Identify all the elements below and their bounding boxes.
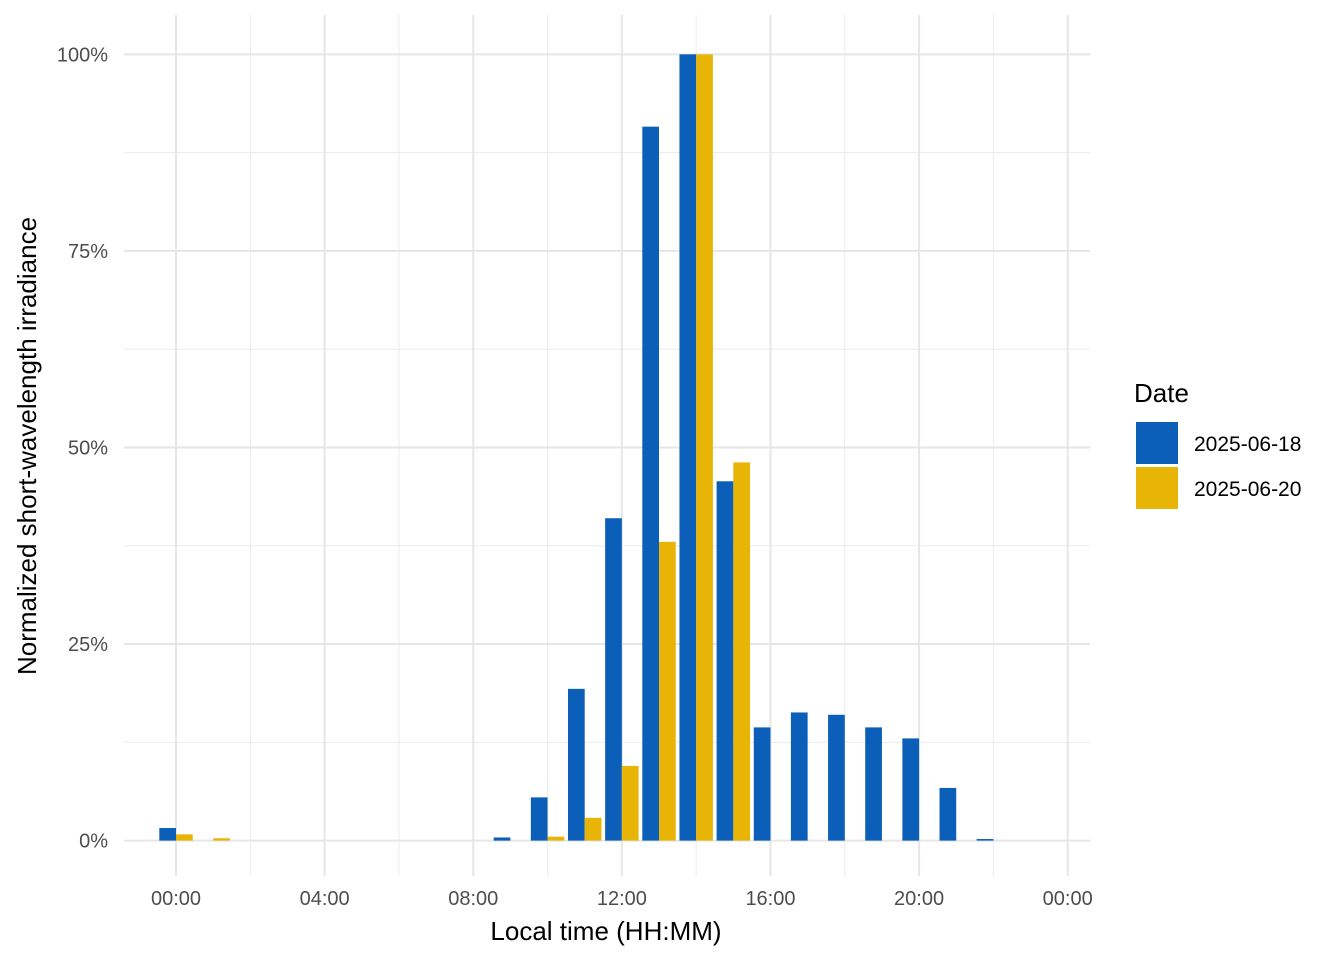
bar-2025-06-18-15 (716, 481, 734, 841)
x-tick-label: 00:00 (1043, 888, 1093, 910)
bar-2025-06-18-21 (939, 787, 957, 841)
x-tick-label: 12:00 (597, 888, 647, 910)
legend-label-2025-06-18: 2025-06-18 (1194, 433, 1301, 456)
bar-2025-06-20-0 (176, 834, 193, 841)
legend-key-2025-06-18 (1136, 422, 1178, 464)
legend: Date 2025-06-18 2025-06-20 (1134, 378, 1301, 509)
y-tick-label: 50% (68, 437, 108, 459)
bar-2025-06-20-14 (696, 54, 713, 841)
bar-2025-06-18-16 (753, 727, 771, 841)
y-axis-ticks: 0% 25% 50% 75% 100% (57, 44, 108, 852)
bar-2025-06-20-15 (733, 462, 751, 841)
y-tick-label: 0% (79, 831, 108, 853)
y-tick-label: 100% (57, 44, 108, 66)
x-tick-label: 00:00 (151, 888, 201, 910)
legend-key-2025-06-20 (1136, 467, 1178, 509)
bar-2025-06-18-0 (159, 828, 177, 841)
bars (159, 54, 994, 841)
bar-2025-06-18-12 (605, 518, 622, 841)
x-axis-ticks: 00:00 04:00 08:00 12:00 16:00 20:00 00:00 (151, 888, 1093, 910)
x-tick-label: 16:00 (745, 888, 795, 910)
bar-2025-06-18-11 (567, 688, 585, 841)
bar-2025-06-18-20 (902, 738, 920, 841)
bar-2025-06-18-10 (530, 797, 548, 841)
bar-2025-06-20-12 (621, 765, 639, 841)
bar-2025-06-20-10 (547, 836, 565, 841)
bar-2025-06-20-1 (213, 838, 230, 841)
bar-2025-06-18-14 (679, 54, 697, 841)
y-axis-title: Normalized short-wavelength irradiance (12, 217, 42, 675)
bar-2025-06-18-19 (865, 727, 882, 841)
x-tick-label: 08:00 (448, 888, 498, 910)
y-tick-label: 25% (68, 634, 108, 656)
bar-2025-06-18-22 (976, 839, 994, 841)
x-tick-label: 20:00 (894, 888, 944, 910)
legend-title: Date (1134, 378, 1189, 408)
bar-2025-06-20-13 (659, 541, 676, 841)
major-gridlines (124, 15, 1090, 876)
bar-2025-06-18-18 (828, 714, 845, 841)
bar-2025-06-18-17 (790, 712, 808, 841)
legend-label-2025-06-20: 2025-06-20 (1194, 478, 1301, 501)
bar-2025-06-20-11 (584, 817, 602, 841)
x-axis-title: Local time (HH:MM) (490, 916, 721, 946)
bar-2025-06-18-13 (642, 126, 660, 841)
x-tick-label: 04:00 (300, 888, 350, 910)
bar-2025-06-18-9 (493, 837, 511, 841)
y-tick-label: 75% (68, 241, 108, 263)
